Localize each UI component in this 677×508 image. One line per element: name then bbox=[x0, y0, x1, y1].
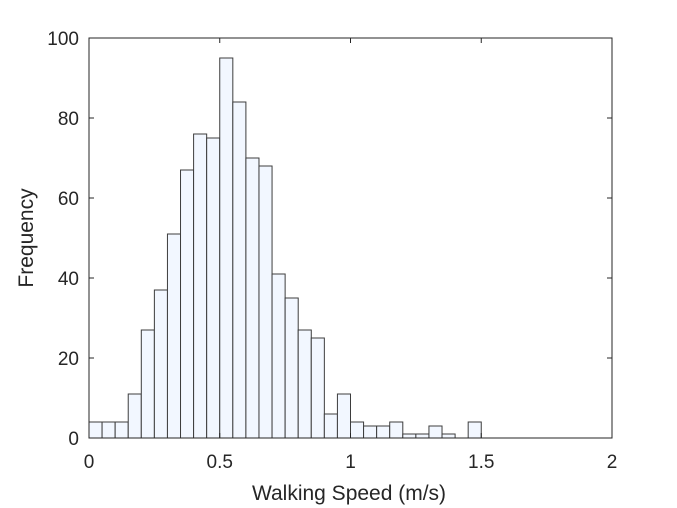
histogram-bar bbox=[193, 133, 208, 439]
histogram-bar bbox=[297, 329, 312, 439]
y-tick-label: 80 bbox=[58, 109, 79, 130]
y-axis-ticks: 0 20 40 60 80 100 bbox=[47, 29, 612, 450]
histogram-bar bbox=[180, 169, 195, 439]
x-tick-label: 0 bbox=[84, 452, 95, 473]
histogram-bar bbox=[245, 157, 260, 439]
histogram-bar bbox=[467, 421, 482, 439]
histogram-bar bbox=[88, 421, 103, 439]
histogram-bar bbox=[219, 57, 234, 439]
x-tick-label: 1 bbox=[345, 452, 356, 473]
histogram-bar bbox=[389, 421, 404, 439]
x-tick-label: 1.5 bbox=[468, 452, 494, 473]
histogram-bar bbox=[114, 421, 129, 439]
histogram-bar bbox=[363, 425, 378, 439]
histogram-bar bbox=[415, 433, 430, 439]
histogram-bar bbox=[140, 329, 155, 439]
histogram-bar bbox=[402, 433, 417, 439]
histogram-bar bbox=[350, 421, 365, 439]
y-axis-label: Frequency bbox=[15, 188, 38, 288]
histogram-bar bbox=[258, 165, 273, 439]
y-tick-label: 100 bbox=[47, 29, 79, 50]
y-tick-label: 60 bbox=[58, 189, 79, 210]
histogram-bar bbox=[336, 393, 351, 439]
y-tick-label: 20 bbox=[58, 349, 79, 370]
x-axis-ticks: 0 0.5 1 1.5 2 bbox=[84, 38, 618, 473]
histogram-bar bbox=[232, 101, 247, 439]
histogram-bar bbox=[166, 233, 182, 439]
x-tick-label: 2 bbox=[607, 452, 618, 473]
y-tick-label: 40 bbox=[58, 269, 79, 290]
histogram-bar bbox=[271, 273, 286, 439]
x-axis-label: Walking Speed (m/s) bbox=[252, 482, 446, 505]
histogram-bar bbox=[206, 137, 221, 439]
histogram-bar bbox=[101, 421, 116, 439]
y-tick-label: 0 bbox=[68, 429, 79, 450]
histogram-bar bbox=[153, 289, 168, 439]
histogram-bar bbox=[376, 425, 391, 439]
histogram-bar bbox=[441, 433, 456, 439]
histogram-bar bbox=[127, 393, 142, 439]
histogram-bar bbox=[428, 425, 443, 439]
histogram-bar bbox=[323, 413, 338, 439]
histogram-bar bbox=[310, 337, 325, 439]
histogram-bar bbox=[284, 297, 299, 439]
histogram-bars bbox=[88, 57, 482, 439]
x-tick-label: 0.5 bbox=[207, 452, 233, 473]
